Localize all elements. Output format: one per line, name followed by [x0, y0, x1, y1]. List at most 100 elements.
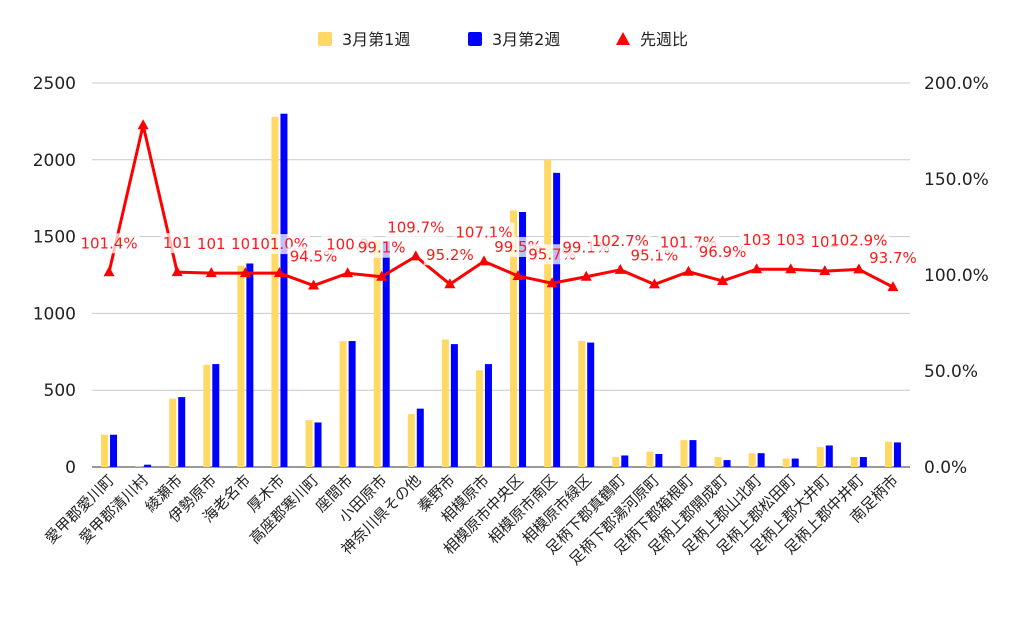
y-right-tick-label: 50.0% — [924, 362, 978, 382]
data-label: 93.7% — [869, 249, 917, 267]
bar-week2 — [655, 453, 663, 467]
ratio-point — [614, 263, 626, 274]
legend-label-ratio: 先週比 — [640, 30, 688, 49]
bar-week1 — [782, 458, 790, 467]
bar-week1 — [271, 116, 279, 468]
bar-week1 — [578, 341, 586, 467]
ratio-point — [137, 119, 149, 130]
bar-week2 — [110, 434, 118, 467]
bar-week1 — [169, 398, 177, 467]
bar-week2 — [587, 342, 595, 467]
y-left-tick-label: 0 — [65, 458, 76, 478]
bar-week2 — [314, 422, 322, 467]
ratio-point — [751, 263, 763, 274]
data-label-bg — [773, 230, 808, 251]
ratio-point — [682, 265, 694, 276]
bar-week1 — [237, 265, 245, 467]
data-label: 95.2% — [426, 246, 474, 264]
legend-label-week2: 3月第2週 — [492, 30, 560, 49]
ratio-point — [103, 266, 115, 277]
bar-week1 — [544, 159, 552, 468]
ratio-point — [478, 255, 490, 266]
data-label-bg — [78, 233, 140, 254]
data-label: 96.9% — [699, 243, 747, 261]
bar-week1 — [101, 434, 109, 467]
ratio-point — [273, 267, 285, 278]
data-label-bg — [385, 217, 447, 238]
legend-swatch-week2 — [468, 32, 482, 46]
bar-week1 — [884, 441, 892, 467]
bar-week2 — [723, 460, 731, 467]
data-label: 103 — [776, 231, 805, 249]
bar-week2 — [825, 445, 833, 467]
bar-week1 — [339, 341, 347, 467]
bar-week2 — [144, 464, 152, 467]
ratio-point — [853, 263, 865, 274]
legend-swatch-week1 — [318, 32, 332, 46]
data-label: 107.1% — [455, 223, 512, 241]
bar-week2 — [791, 458, 799, 467]
y-left-tick-label: 1500 — [33, 228, 76, 248]
bar-week2 — [484, 364, 492, 467]
ratio-point — [819, 265, 831, 276]
ratio-point — [171, 266, 183, 277]
y-left-tick-label: 2000 — [33, 151, 76, 171]
bar-week1 — [373, 239, 381, 467]
bar-week1 — [714, 457, 722, 467]
bar-week1 — [850, 457, 858, 467]
bar-week1 — [305, 420, 313, 467]
data-label: 109.7% — [387, 218, 444, 236]
ratio-point — [444, 278, 456, 289]
ratio-point — [410, 250, 422, 261]
data-label-bg — [828, 230, 890, 251]
data-label: 103 — [742, 231, 771, 249]
ratio-line — [107, 123, 894, 289]
ratio-point — [546, 277, 558, 288]
ratio-point — [308, 279, 320, 290]
bar-week2 — [382, 241, 390, 467]
bar-week1 — [612, 457, 620, 467]
bar-week2 — [246, 263, 254, 467]
data-label-bg — [423, 245, 476, 266]
data-label-bg — [160, 233, 195, 254]
bar-week2 — [178, 397, 186, 467]
data-label-bg — [739, 230, 774, 251]
bar-week2 — [893, 442, 901, 467]
bar-week1 — [748, 453, 756, 467]
y-left-tick-label: 1000 — [33, 304, 76, 324]
ratio-point — [580, 270, 592, 281]
bar-week2 — [859, 457, 867, 467]
bar-week2 — [621, 455, 629, 467]
bar-week2 — [280, 113, 288, 467]
y-right-tick-label: 100.0% — [924, 266, 989, 286]
ratio-point — [376, 270, 388, 281]
legend-swatch-ratio — [616, 32, 630, 45]
data-label: 102.9% — [830, 231, 887, 249]
bar-week1 — [441, 339, 449, 467]
data-label-bg — [866, 248, 919, 269]
data-label: 101 — [197, 235, 226, 253]
ratio-point — [342, 267, 354, 278]
y-right-tick-label: 150.0% — [924, 170, 989, 190]
legend-label-week1: 3月第1週 — [342, 30, 410, 49]
bar-week2 — [553, 172, 561, 467]
bar-week1 — [680, 440, 688, 467]
ratio-point — [512, 269, 524, 280]
data-label: 101 — [163, 234, 192, 252]
data-label: 99.1% — [358, 239, 406, 257]
bar-week2 — [450, 344, 458, 467]
y-right-tick-label: 200.0% — [924, 74, 989, 94]
data-label: 102.7% — [592, 232, 649, 250]
bar-week1 — [475, 370, 483, 467]
bar-week1 — [816, 447, 824, 467]
data-label-bg — [355, 237, 408, 258]
bar-week1 — [203, 364, 211, 467]
bar-week2 — [212, 364, 220, 467]
y-left-tick-label: 2500 — [33, 74, 76, 94]
bar-week2 — [519, 212, 527, 467]
data-label: 101.4% — [80, 234, 137, 252]
bar-week1 — [646, 451, 654, 467]
ratio-point — [887, 281, 899, 292]
